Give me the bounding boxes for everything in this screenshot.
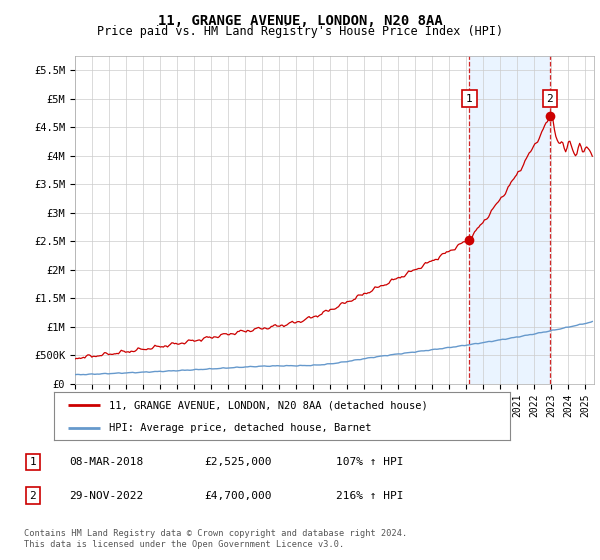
Text: 107% ↑ HPI: 107% ↑ HPI	[336, 457, 404, 467]
Text: 1: 1	[466, 94, 473, 104]
Text: 216% ↑ HPI: 216% ↑ HPI	[336, 491, 404, 501]
Text: 11, GRANGE AVENUE, LONDON, N20 8AA: 11, GRANGE AVENUE, LONDON, N20 8AA	[158, 14, 442, 28]
Text: £2,525,000: £2,525,000	[204, 457, 271, 467]
Text: HPI: Average price, detached house, Barnet: HPI: Average price, detached house, Barn…	[109, 423, 371, 433]
Text: 08-MAR-2018: 08-MAR-2018	[69, 457, 143, 467]
Text: £4,700,000: £4,700,000	[204, 491, 271, 501]
Text: 11, GRANGE AVENUE, LONDON, N20 8AA (detached house): 11, GRANGE AVENUE, LONDON, N20 8AA (deta…	[109, 400, 427, 410]
Text: 1: 1	[29, 457, 37, 467]
Text: 2: 2	[547, 94, 553, 104]
Text: 29-NOV-2022: 29-NOV-2022	[69, 491, 143, 501]
Bar	[469, 56, 550, 384]
Text: 2: 2	[29, 491, 37, 501]
Text: Contains HM Land Registry data © Crown copyright and database right 2024.
This d: Contains HM Land Registry data © Crown c…	[24, 529, 407, 549]
Text: Price paid vs. HM Land Registry's House Price Index (HPI): Price paid vs. HM Land Registry's House …	[97, 25, 503, 38]
